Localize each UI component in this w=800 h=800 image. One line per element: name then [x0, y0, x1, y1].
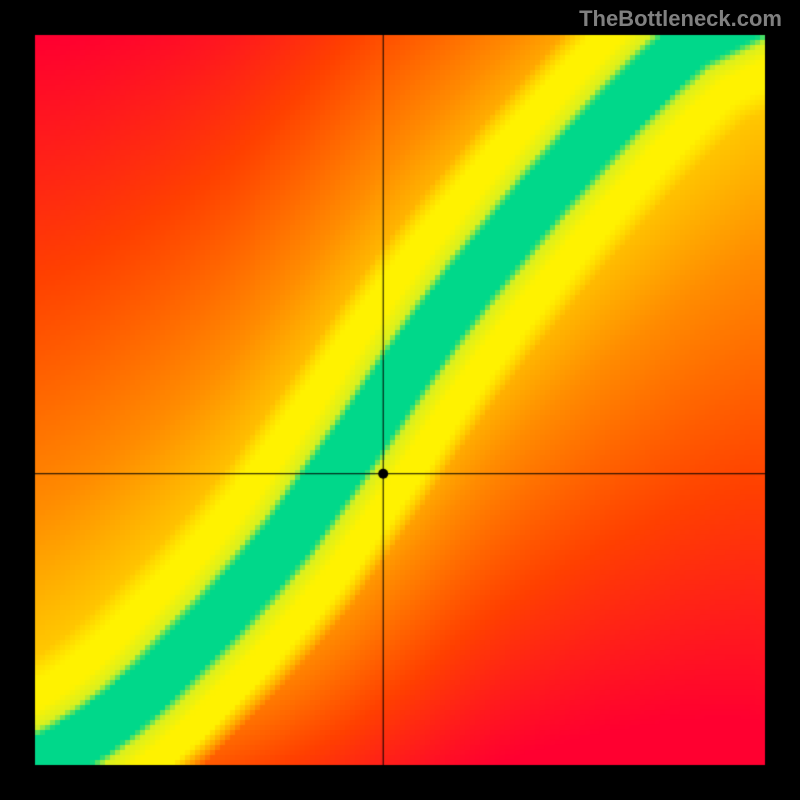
chart-container: TheBottleneck.com: [0, 0, 800, 800]
bottleneck-heatmap: [0, 0, 800, 800]
watermark-text: TheBottleneck.com: [579, 6, 782, 32]
